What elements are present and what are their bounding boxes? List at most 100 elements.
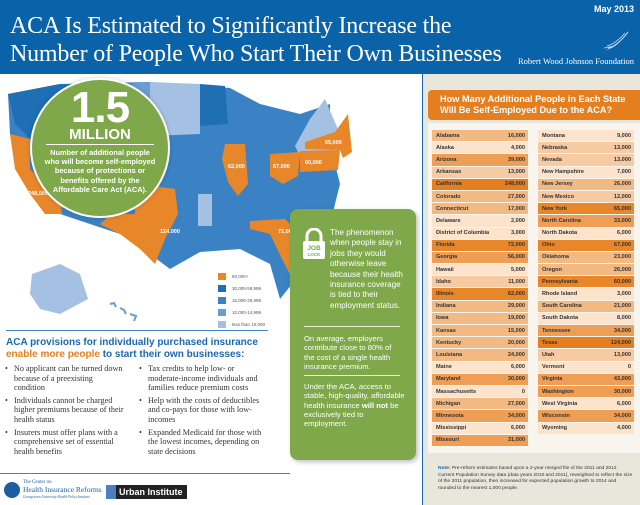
state-name: Ohio xyxy=(542,242,555,249)
state-value: 0 xyxy=(521,388,525,395)
job-lock-definition-text: The phenomenon when people stay in jobs … xyxy=(330,228,403,310)
padlock-text-lock: LOCK xyxy=(308,252,321,257)
table-row: West Virginia 6,000 xyxy=(538,398,634,411)
provision-item: Expanded Medicaid for those with the low… xyxy=(138,428,266,457)
table-row: Ohio 67,000 xyxy=(538,239,634,252)
table-row: Oklahoma 23,000 xyxy=(538,251,634,265)
state-name: New Mexico xyxy=(542,193,575,200)
state-value: 23,000 xyxy=(613,254,631,261)
state-value: 124,000 xyxy=(610,339,631,346)
state-name: South Dakota xyxy=(542,315,579,322)
publication-date: May 2013 xyxy=(593,4,634,14)
label-pennsylvania: 60,000 xyxy=(305,160,322,166)
table-row: South Dakota 8,000 xyxy=(538,312,634,325)
table-row: Minnesota 34,000 xyxy=(432,410,528,423)
padlock-text-job: JOB xyxy=(307,245,321,252)
state-name: North Carolina xyxy=(542,217,581,224)
chir-logo: The Center on Health Insurance Reforms G… xyxy=(4,480,102,500)
state-pennsylvania xyxy=(300,150,340,172)
state-value: 3,000 xyxy=(511,230,525,237)
foundation-name: Robert Wood Johnson Foundation xyxy=(517,56,634,66)
chir-emblem-icon xyxy=(4,482,20,498)
state-value: 9,000 xyxy=(617,132,631,139)
state-ohio xyxy=(270,152,300,184)
urban-institute-logo: Urban Institute xyxy=(106,485,187,499)
state-value: 31,000 xyxy=(507,437,525,444)
state-value: 0 xyxy=(627,364,631,371)
table-row: Iowa 19,000 xyxy=(432,312,528,325)
state-name: Arizona xyxy=(436,156,457,163)
table-row: North Carolina 33,000 xyxy=(538,215,634,228)
table-row: Washington 30,000 xyxy=(538,385,634,399)
state-value: 13,000 xyxy=(613,156,631,163)
table-row: New Mexico 12,000 xyxy=(538,190,634,204)
legend-item: 10,000-14,999 xyxy=(218,307,265,318)
state-texas xyxy=(100,174,178,264)
provisions-heading-line1: ACA provisions for individually purchase… xyxy=(6,337,258,348)
note-text: Pre-reform estimates based upon a 2-year… xyxy=(438,466,633,491)
state-value: 65,000 xyxy=(613,205,631,212)
state-value: 15,000 xyxy=(507,327,525,334)
section-rule xyxy=(6,330,268,331)
state-name: New Hampshire xyxy=(542,169,584,176)
region-minnesota xyxy=(200,84,228,126)
state-name: Arkansas xyxy=(436,169,462,176)
state-value: 6,000 xyxy=(511,364,525,371)
state-value: 24,000 xyxy=(507,351,525,358)
state-value: 67,000 xyxy=(613,242,631,249)
state-name: Mississippi xyxy=(436,425,467,432)
table-row: District of Columbia 3,000 xyxy=(432,227,528,240)
aca-text-post: be exclusively tied to employment. xyxy=(304,400,399,429)
state-value: 56,000 xyxy=(507,254,525,261)
state-value: 27,000 xyxy=(507,193,525,200)
provisions-list-right: Tax credits to help low- or moderate-inc… xyxy=(138,364,266,459)
legend-swatch xyxy=(218,297,226,304)
state-value: 34,000 xyxy=(613,412,631,419)
provisions-heading-line2: enable more people to start their own bu… xyxy=(6,349,286,361)
legend-swatch xyxy=(218,309,226,316)
state-value: 2,000 xyxy=(511,217,525,224)
state-value: 26,000 xyxy=(613,266,631,273)
title-line-2: Number of People Who Start Their Own Bus… xyxy=(10,41,502,67)
employer-contribution-stat: On average, employers contribute close t… xyxy=(304,334,392,371)
table-row: Alaska 4,000 xyxy=(432,142,528,155)
note-label: Note: xyxy=(438,466,451,471)
state-new-york xyxy=(305,114,352,158)
state-name: Michigan xyxy=(436,400,461,407)
state-value: 13,000 xyxy=(507,169,525,176)
header-banner: ACA Is Estimated to Significantly Increa… xyxy=(0,0,640,74)
legend-item: 15,000-29,999 xyxy=(218,295,265,306)
state-name: Hawaii xyxy=(436,266,454,273)
divider xyxy=(304,375,400,376)
state-name: Montana xyxy=(542,132,565,139)
table-row: Tennessee 34,000 xyxy=(538,325,634,338)
table-row: Idaho 11,000 xyxy=(432,276,528,289)
state-name: West Virginia xyxy=(542,400,578,407)
state-value: 29,000 xyxy=(507,303,525,310)
headline-stat-circle: 1.5 MILLION Number of additional people … xyxy=(30,78,170,218)
table-title-line2: Will Be Self-Employed Due to the ACA? xyxy=(440,105,613,115)
state-illinois xyxy=(222,144,248,196)
state-name: Maryland xyxy=(436,376,461,383)
legend-swatch xyxy=(218,273,226,280)
table-row: Maryland 30,000 xyxy=(432,373,528,386)
state-name: Connecticut xyxy=(436,205,469,212)
state-name: Nebraska xyxy=(542,144,568,151)
state-value: 62,000 xyxy=(507,291,525,298)
table-row: Rhode Island 3,000 xyxy=(538,288,634,301)
label-ohio: 67,000 xyxy=(273,164,290,170)
urban-logo-mark-icon xyxy=(106,485,116,499)
state-name: South Carolina xyxy=(542,303,582,310)
table-row: Hawaii 5,000 xyxy=(432,264,528,277)
table-row: Indiana 29,000 xyxy=(432,300,528,313)
state-name: New York xyxy=(542,205,567,212)
state-value: 26,000 xyxy=(613,181,631,188)
state-name: Washington xyxy=(542,388,574,395)
provision-item: Help with the costs of deductibles and c… xyxy=(138,396,266,425)
chir-line3: Georgetown University Health Policy Inst… xyxy=(23,495,90,499)
table-row: Montana 9,000 xyxy=(538,130,634,143)
table-row: New Jersey 26,000 xyxy=(538,178,634,191)
chir-line2: Health Insurance Reforms xyxy=(23,485,102,494)
legend-label: 60,000+ xyxy=(232,274,249,279)
table-row: Missouri 31,000 xyxy=(432,434,528,447)
